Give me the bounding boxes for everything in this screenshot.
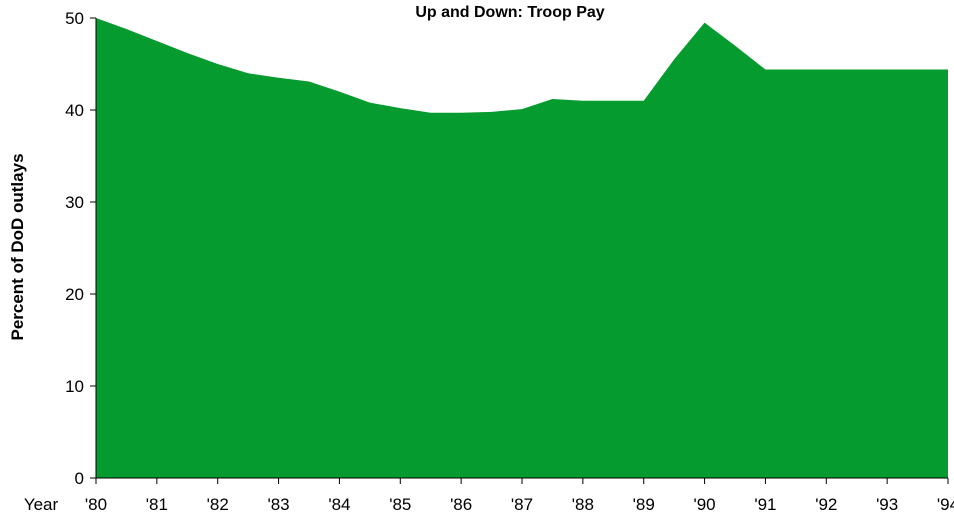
x-tick-label: '82 — [207, 495, 229, 514]
chart-title: Up and Down: Troop Pay — [415, 4, 604, 21]
x-tick-label: '87 — [511, 495, 533, 514]
x-tick-label: '91 — [754, 495, 776, 514]
y-tick-label: 40 — [65, 101, 84, 120]
x-axis-label: Year — [24, 495, 59, 514]
y-tick-label: 10 — [65, 377, 84, 396]
y-tick-label: 0 — [75, 469, 84, 488]
x-tick-label: '94 — [937, 495, 954, 514]
x-tick-label: '88 — [572, 495, 594, 514]
x-tick-label: '80 — [85, 495, 107, 514]
x-tick-label: '84 — [328, 495, 350, 514]
x-tick-label: '83 — [267, 495, 289, 514]
area-series — [96, 18, 948, 478]
x-tick-label: '93 — [876, 495, 898, 514]
x-tick-label: '90 — [693, 495, 715, 514]
x-tick-label: '92 — [815, 495, 837, 514]
ticks-layer: 0 10 20 30 40 50 '80 '81 '82 '83 '84 '85 '86 '87 '88 '8… — [65, 9, 954, 514]
x-tick-label: '81 — [146, 495, 168, 514]
area-layer — [96, 18, 948, 478]
x-tick-label: '85 — [389, 495, 411, 514]
y-tick-label: 50 — [65, 9, 84, 28]
y-tick-label: 30 — [65, 193, 84, 212]
x-tick-label: '89 — [633, 495, 655, 514]
y-tick-label: 20 — [65, 285, 84, 304]
x-tick-label: '86 — [450, 495, 472, 514]
y-axis-label: Percent of DoD outlays — [8, 153, 27, 340]
